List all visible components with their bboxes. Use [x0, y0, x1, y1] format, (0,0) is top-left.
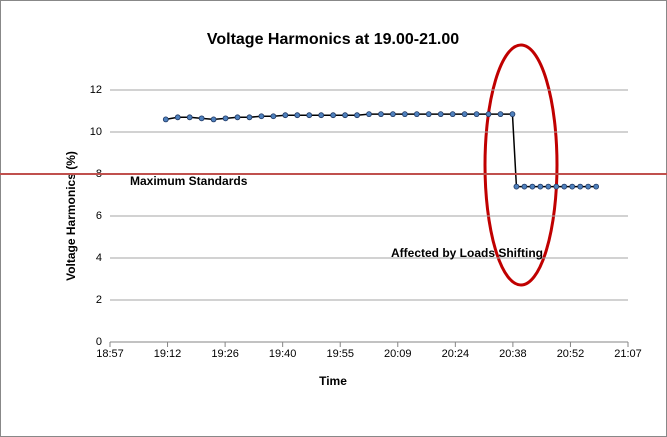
- y-tick-label: 2: [96, 294, 102, 306]
- data-point: [497, 111, 504, 118]
- data-point: [413, 111, 420, 118]
- data-point: [449, 111, 456, 118]
- data-point: [354, 112, 360, 119]
- data-point: [390, 111, 396, 118]
- data-point: [366, 111, 372, 118]
- data-point: [198, 115, 205, 122]
- data-point: [401, 111, 408, 118]
- data-point: [330, 112, 337, 119]
- x-tick-label: 20:24: [442, 348, 470, 360]
- y-tick-label: 4: [96, 252, 102, 264]
- data-point: [378, 111, 384, 118]
- highlight-ellipse: [483, 43, 559, 287]
- data-point: [577, 183, 584, 190]
- x-tick-label: 19:40: [269, 348, 297, 360]
- x-tick-label: 19:55: [326, 348, 354, 360]
- data-point: [210, 116, 217, 123]
- data-point: [306, 112, 313, 119]
- data-point: [461, 111, 468, 118]
- data-point: [222, 115, 229, 122]
- x-tick-label: 19:26: [211, 348, 239, 360]
- y-tick-label: 6: [96, 210, 102, 222]
- x-tick-label: 20:09: [384, 348, 412, 360]
- data-point: [437, 111, 444, 118]
- data-point: [593, 183, 600, 190]
- x-tick-label: 19:12: [154, 348, 182, 360]
- data-point: [513, 183, 520, 190]
- data-point: [174, 114, 181, 121]
- data-point: [585, 183, 592, 190]
- y-tick-label: 10: [90, 126, 102, 138]
- data-point: [282, 112, 289, 119]
- annotation: Affected by Loads Shifting: [391, 246, 543, 260]
- y-axis-label: Voltage Harmonics (%): [64, 151, 78, 281]
- x-tick-label: 20:52: [557, 348, 585, 360]
- y-tick-label: 12: [90, 84, 102, 96]
- data-point: [342, 112, 348, 119]
- data-point: [529, 183, 536, 190]
- data-point: [553, 183, 560, 190]
- data-point: [294, 112, 301, 119]
- data-point: [509, 111, 516, 118]
- y-tick-label: 0: [96, 336, 102, 348]
- data-point: [473, 111, 480, 118]
- x-axis-label: Time: [319, 374, 347, 388]
- data-point: [186, 114, 193, 121]
- x-tick-label: 21:07: [614, 348, 642, 360]
- data-point: [425, 111, 432, 118]
- x-tick-label: 18:57: [96, 348, 124, 360]
- data-point: [537, 183, 544, 190]
- data-point: [545, 183, 552, 190]
- chart-title: Voltage Harmonics at 19.00-21.00: [207, 31, 459, 48]
- reference-label: Maximum Standards: [130, 174, 248, 188]
- data-point: [485, 111, 492, 118]
- data-point: [569, 183, 576, 190]
- data-point: [234, 114, 241, 121]
- data-point: [521, 183, 528, 190]
- data-point: [246, 114, 253, 121]
- data-point: [318, 112, 325, 119]
- data-point: [258, 113, 265, 120]
- data-point: [270, 113, 277, 120]
- data-point: [162, 116, 169, 123]
- x-tick-label: 20:38: [499, 348, 527, 360]
- data-point: [561, 183, 568, 190]
